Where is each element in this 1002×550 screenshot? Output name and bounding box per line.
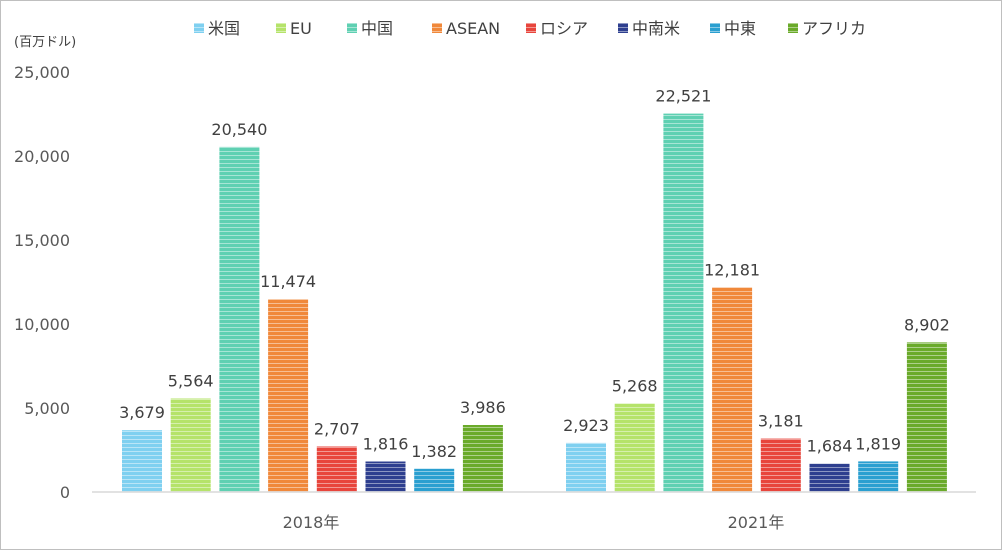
data-label: 3,679 — [119, 403, 165, 422]
data-label: 3,986 — [460, 398, 506, 417]
legend-label: 中国 — [361, 19, 393, 38]
legend-swatch — [526, 23, 536, 33]
y-tick-label: 20,000 — [14, 147, 70, 166]
bar — [219, 146, 260, 492]
data-label: 11,474 — [260, 272, 316, 291]
bar — [316, 446, 357, 492]
legend-label: EU — [290, 19, 312, 38]
legend-label: ロシア — [540, 19, 588, 38]
data-label: 12,181 — [704, 260, 760, 279]
bar — [566, 442, 606, 492]
legend-swatch — [618, 23, 628, 33]
legend-item: 中南米 — [618, 19, 680, 38]
legend-label: アフリカ — [802, 19, 866, 38]
bars: 3,679 2,923 5,564 5,268 20,540 22,521 11,474 12… — [119, 87, 950, 492]
bar — [170, 398, 211, 492]
legend-label: 中東 — [724, 19, 756, 38]
bar — [906, 342, 947, 492]
legend-swatch — [710, 23, 720, 33]
bar — [122, 430, 162, 492]
y-axis-unit-label: (百万ドル) — [14, 35, 76, 50]
legend-swatch — [276, 23, 286, 33]
legend-label: 中南米 — [632, 19, 680, 38]
data-label: 2,923 — [563, 416, 609, 435]
legend-item: 中東 — [710, 19, 756, 38]
legend-item: ロシア — [526, 19, 588, 38]
y-tick-label: 5,000 — [24, 399, 70, 418]
bar — [858, 461, 899, 492]
legend-swatch — [347, 23, 357, 33]
y-tick-label: 25,000 — [14, 63, 70, 82]
data-label: 1,382 — [411, 442, 457, 461]
legend-item: EU — [276, 19, 312, 38]
legend: 米国 EU 中国 ASEAN ロシア 中南米 中東 アフリカ — [194, 19, 866, 38]
y-tick-label: 15,000 — [14, 231, 70, 250]
bar — [365, 461, 406, 492]
legend-item: 中国 — [347, 19, 393, 38]
bar — [462, 425, 503, 492]
y-tick-label: 10,000 — [14, 315, 70, 334]
y-tick-label: 0 — [60, 483, 70, 502]
data-label: 22,521 — [655, 87, 711, 106]
data-label: 5,268 — [612, 377, 658, 396]
bar — [712, 287, 753, 492]
x-category-label: 2018年 — [283, 513, 340, 532]
bar — [760, 438, 801, 492]
bar — [663, 113, 704, 492]
bar — [809, 463, 850, 492]
bar — [414, 468, 455, 492]
x-category-label: 2021年 — [728, 513, 785, 532]
bar — [614, 403, 655, 492]
data-label: 1,819 — [855, 434, 901, 453]
data-label: 20,540 — [211, 120, 267, 139]
legend-swatch — [432, 23, 442, 33]
data-label: 8,902 — [904, 315, 950, 334]
data-label: 3,181 — [758, 412, 804, 431]
legend-swatch — [194, 23, 204, 33]
legend-item: アフリカ — [788, 19, 866, 38]
y-axis-ticks: 0 5,000 10,000 15,000 20,000 25,000 — [14, 63, 70, 502]
legend-swatch — [788, 23, 798, 33]
data-label: 5,564 — [168, 372, 214, 391]
legend-label: ASEAN — [446, 19, 500, 38]
legend-label: 米国 — [208, 19, 240, 38]
legend-item: 米国 — [194, 19, 240, 38]
data-label: 1,816 — [363, 435, 409, 454]
data-label: 1,684 — [807, 437, 853, 456]
bar — [268, 299, 309, 492]
legend-item: ASEAN — [432, 19, 500, 38]
x-axis-categories: 2018年 2021年 — [283, 513, 785, 532]
data-label: 2,707 — [314, 420, 360, 439]
